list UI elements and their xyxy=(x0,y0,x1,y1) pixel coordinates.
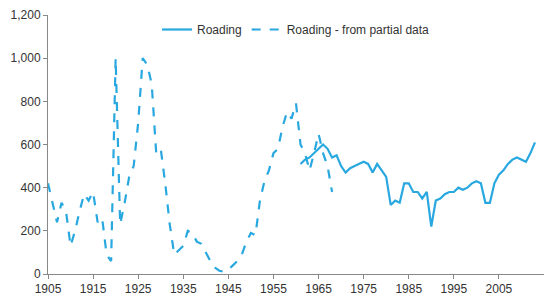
svg-text:1905: 1905 xyxy=(35,282,62,296)
svg-text:800: 800 xyxy=(21,95,41,109)
svg-text:1975: 1975 xyxy=(350,282,377,296)
svg-text:1,200: 1,200 xyxy=(11,8,41,22)
svg-text:1925: 1925 xyxy=(125,282,152,296)
svg-text:1,000: 1,000 xyxy=(11,51,41,65)
svg-text:1995: 1995 xyxy=(440,282,467,296)
svg-text:Roading: Roading xyxy=(197,23,242,37)
svg-text:0: 0 xyxy=(34,267,41,281)
svg-text:600: 600 xyxy=(21,138,41,152)
svg-text:Roading - from partial data: Roading - from partial data xyxy=(287,23,429,37)
svg-text:1955: 1955 xyxy=(260,282,287,296)
svg-text:2005: 2005 xyxy=(486,282,513,296)
svg-text:1985: 1985 xyxy=(395,282,422,296)
svg-text:400: 400 xyxy=(21,181,41,195)
svg-text:1945: 1945 xyxy=(215,282,242,296)
svg-text:1965: 1965 xyxy=(305,282,332,296)
svg-text:200: 200 xyxy=(21,224,41,238)
svg-text:1935: 1935 xyxy=(170,282,197,296)
svg-text:1915: 1915 xyxy=(80,282,107,296)
